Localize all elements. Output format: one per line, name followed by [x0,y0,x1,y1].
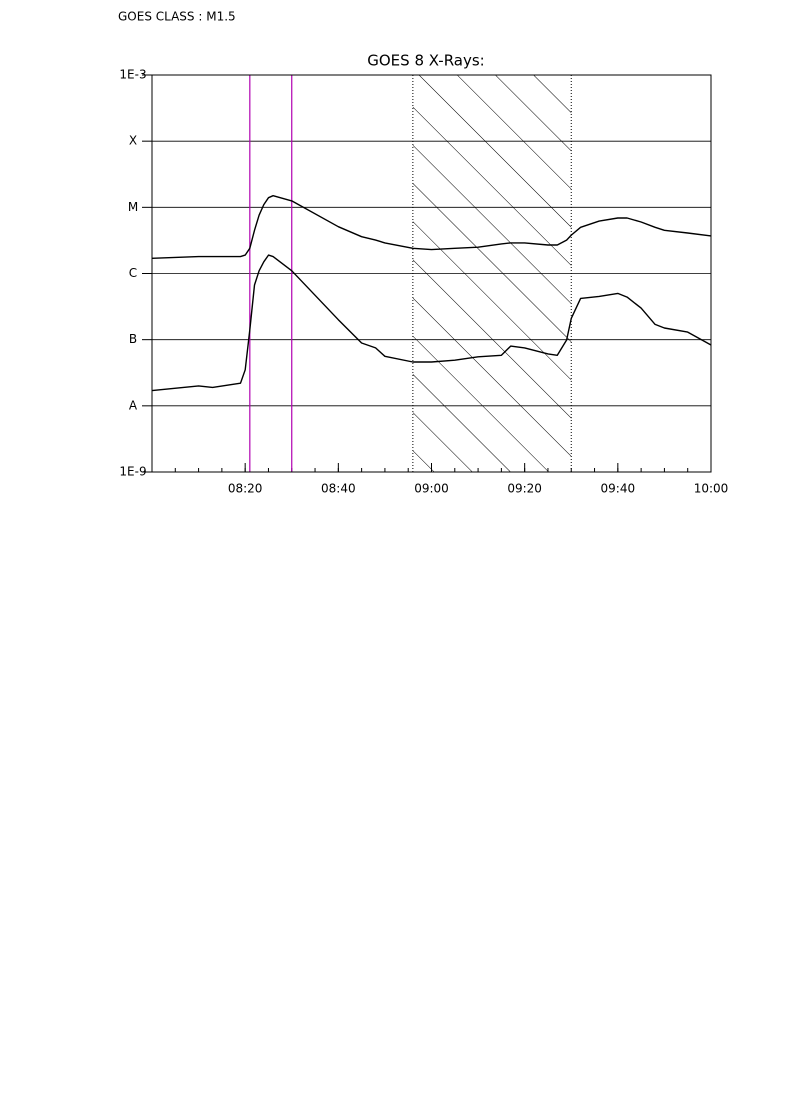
x-tick-label: 09:00 [414,482,449,496]
flux-line [151,195,712,259]
x-tick-label: 09:20 [507,482,542,496]
y-tick-label: 1E-9 [119,465,146,479]
x-tick-label: 08:20 [228,482,263,496]
flux-line [151,254,712,392]
y-tick-label: 1E-3 [119,68,146,82]
x-tick-label: 08:40 [321,482,356,496]
y-tick-label: A [129,398,138,412]
y-tick-label: B [129,332,137,346]
y-tick-label: X [129,134,137,148]
goes-class: GOES CLASS : M1.5 [118,10,236,24]
plot-frame [151,74,712,473]
y-tick-label: C [129,266,137,280]
y-tick-label: M [128,200,138,214]
x-tick-label: 10:00 [694,482,729,496]
x-tick-label: 09:40 [601,482,636,496]
chart-title: GOES 8 X-Rays: [367,52,484,70]
